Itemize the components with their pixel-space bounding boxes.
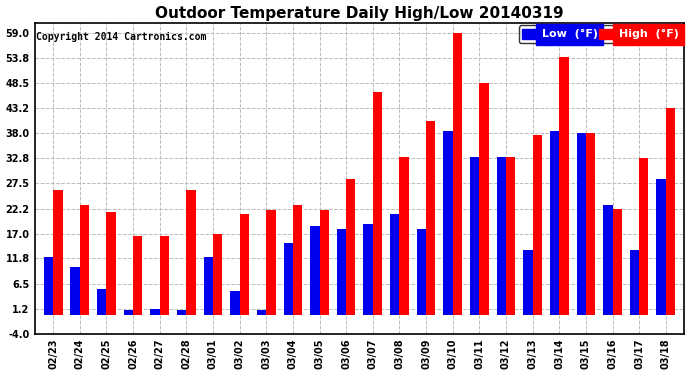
Bar — [506, 157, 515, 315]
Bar — [70, 267, 80, 315]
Bar — [417, 229, 426, 315]
Bar — [124, 310, 133, 315]
Bar — [106, 212, 116, 315]
Bar — [613, 209, 622, 315]
Bar — [373, 93, 382, 315]
Bar — [293, 205, 302, 315]
Legend: Low  (°F), High  (°F): Low (°F), High (°F) — [519, 26, 682, 43]
Bar — [204, 258, 213, 315]
Bar — [400, 157, 408, 315]
Bar — [80, 205, 89, 315]
Bar — [444, 131, 453, 315]
Bar — [560, 57, 569, 315]
Bar — [639, 158, 649, 315]
Bar — [310, 226, 319, 315]
Bar — [150, 309, 159, 315]
Bar — [53, 190, 63, 315]
Bar — [533, 135, 542, 315]
Bar — [319, 210, 329, 315]
Bar — [284, 243, 293, 315]
Bar — [133, 236, 142, 315]
Bar — [266, 210, 275, 315]
Bar — [337, 229, 346, 315]
Bar — [523, 250, 533, 315]
Text: Copyright 2014 Cartronics.com: Copyright 2014 Cartronics.com — [37, 32, 207, 42]
Bar — [230, 291, 239, 315]
Bar — [364, 224, 373, 315]
Bar — [666, 108, 675, 315]
Bar — [497, 157, 506, 315]
Bar — [426, 121, 435, 315]
Bar — [550, 131, 560, 315]
Bar — [186, 190, 196, 315]
Bar — [586, 133, 595, 315]
Bar — [177, 310, 186, 315]
Bar — [630, 250, 639, 315]
Bar — [470, 157, 480, 315]
Bar — [390, 214, 400, 315]
Bar — [239, 214, 249, 315]
Bar — [44, 258, 53, 315]
Bar — [97, 288, 106, 315]
Bar — [656, 178, 666, 315]
Bar — [603, 205, 613, 315]
Bar — [577, 133, 586, 315]
Bar — [213, 234, 222, 315]
Bar — [159, 236, 169, 315]
Bar — [480, 83, 489, 315]
Title: Outdoor Temperature Daily High/Low 20140319: Outdoor Temperature Daily High/Low 20140… — [155, 6, 564, 21]
Bar — [257, 310, 266, 315]
Bar — [453, 33, 462, 315]
Bar — [346, 178, 355, 315]
